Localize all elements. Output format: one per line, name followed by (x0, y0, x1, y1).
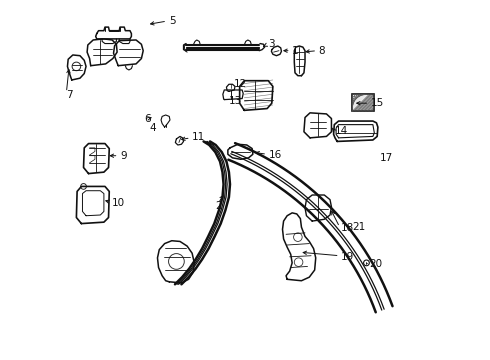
Text: 10: 10 (112, 198, 125, 208)
Text: 18: 18 (341, 223, 354, 233)
Bar (352, 94, 373, 111)
Text: 19: 19 (341, 252, 354, 262)
Text: 12: 12 (234, 79, 247, 89)
Text: 7: 7 (66, 90, 73, 100)
Text: 21: 21 (352, 222, 366, 232)
Text: 1: 1 (292, 46, 299, 56)
Text: 13: 13 (229, 96, 242, 106)
Text: 16: 16 (269, 150, 282, 160)
Text: 4: 4 (150, 123, 156, 133)
Text: 9: 9 (120, 151, 126, 161)
Text: 6: 6 (144, 113, 151, 123)
Text: 2: 2 (216, 201, 222, 211)
Text: 8: 8 (318, 46, 325, 56)
Text: 3: 3 (268, 39, 275, 49)
Text: 5: 5 (169, 16, 176, 26)
Text: 11: 11 (192, 132, 205, 142)
Text: 20: 20 (369, 259, 382, 269)
Text: 15: 15 (371, 98, 384, 108)
Text: 14: 14 (335, 126, 348, 136)
Text: 17: 17 (380, 153, 393, 163)
